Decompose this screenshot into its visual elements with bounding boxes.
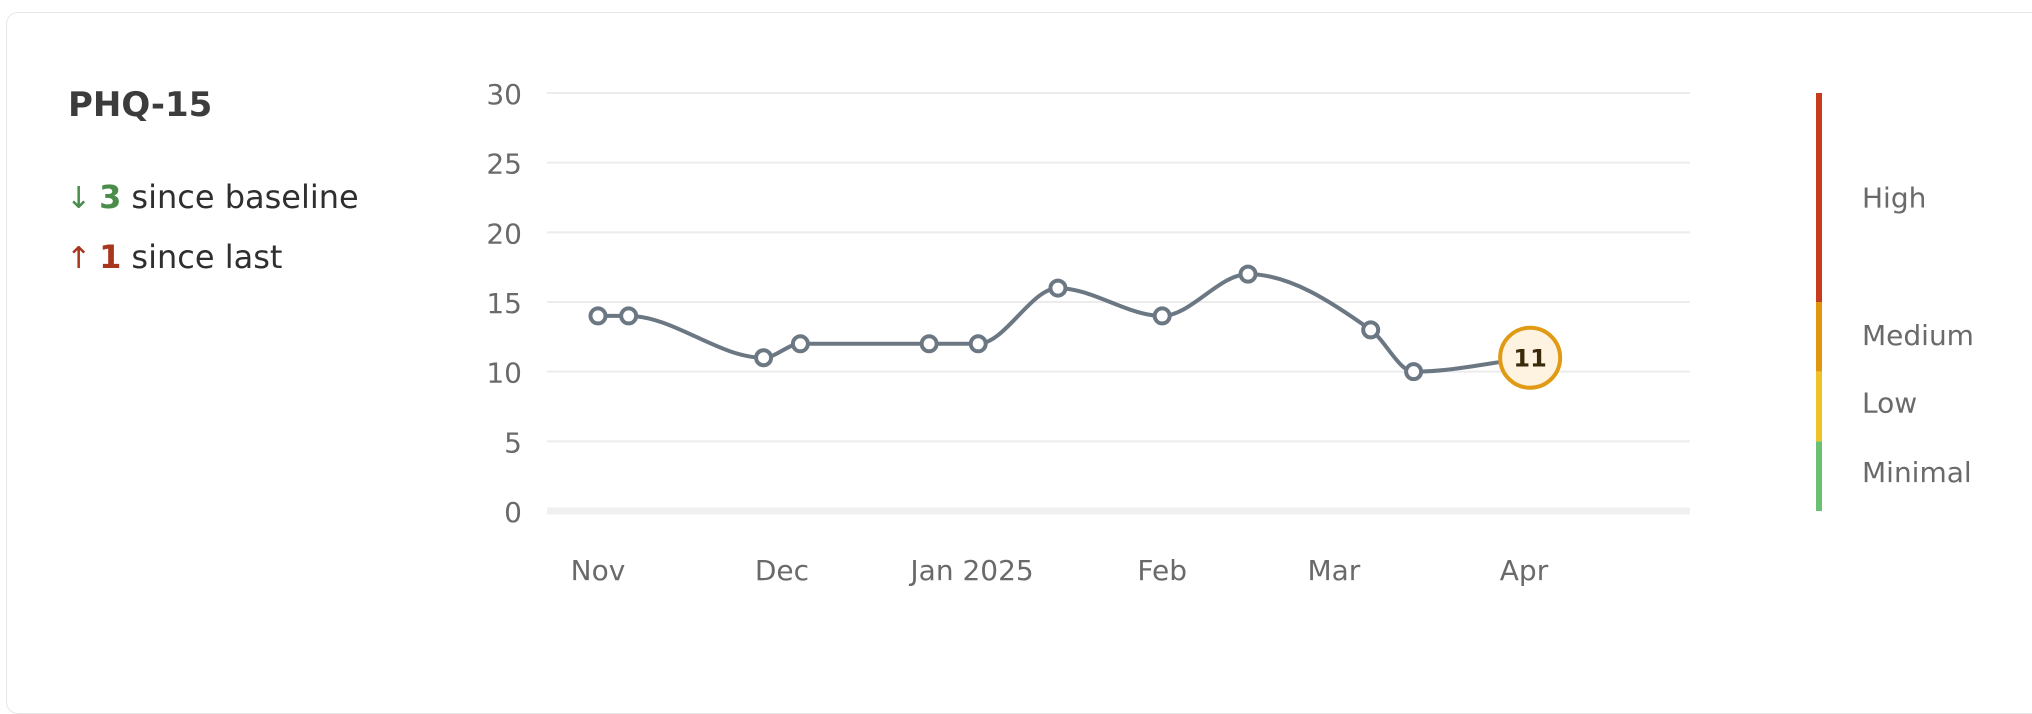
score-point xyxy=(1238,264,1258,284)
x-tick-label: Mar xyxy=(1307,554,1360,587)
score-point xyxy=(1404,362,1424,382)
severity-label-medium: Medium xyxy=(1862,319,1974,352)
latest-score-label: 11 xyxy=(1513,345,1546,373)
y-tick-label: 25 xyxy=(486,148,522,181)
score-point xyxy=(1361,320,1381,340)
y-tick-label: 15 xyxy=(486,287,522,320)
score-series: 11 xyxy=(588,264,1563,390)
since-last-label: since last xyxy=(131,238,283,276)
y-tick-label: 30 xyxy=(486,78,522,111)
severity-band-low xyxy=(1816,371,1822,442)
since-last-delta: ↑ 1 since last xyxy=(66,238,282,276)
severity-band-minimal xyxy=(1816,441,1822,511)
y-tick-label: 5 xyxy=(504,426,522,459)
since-last-value: 1 xyxy=(99,238,122,276)
score-point xyxy=(1152,306,1172,326)
x-tick-label: Feb xyxy=(1137,554,1187,587)
score-point xyxy=(919,334,939,354)
grid-lines xyxy=(547,92,1690,515)
x-axis-ticks: Nov Dec Jan 2025 Feb Mar Apr xyxy=(571,554,1549,587)
since-baseline-value: 3 xyxy=(99,178,122,216)
y-tick-label: 0 xyxy=(504,496,522,529)
severity-band-high xyxy=(1816,93,1822,302)
score-point xyxy=(754,348,774,368)
severity-label-high: High xyxy=(1862,182,1926,215)
y-axis-ticks: 30 25 20 15 10 5 0 xyxy=(486,78,522,529)
severity-label-minimal: Minimal xyxy=(1862,456,1972,489)
score-point xyxy=(790,334,810,354)
score-point xyxy=(619,306,639,326)
score-point xyxy=(588,306,608,326)
arrow-up-icon: ↑ xyxy=(66,241,92,276)
y-tick-label: 20 xyxy=(486,217,522,250)
score-point xyxy=(968,334,988,354)
latest-score-marker xyxy=(1498,325,1563,390)
arrow-down-icon: ↓ xyxy=(66,181,92,216)
x-tick-label: Apr xyxy=(1500,554,1549,587)
since-baseline-label: since baseline xyxy=(131,178,359,216)
score-point xyxy=(1048,278,1068,298)
measure-title: PHQ-15 xyxy=(68,85,213,125)
x-tick-label: Dec xyxy=(755,554,809,587)
severity-scale: High Medium Low Minimal xyxy=(1816,93,1974,511)
severity-label-low: Low xyxy=(1862,387,1917,420)
x-tick-label: Nov xyxy=(571,554,626,587)
score-card xyxy=(6,12,2032,714)
x-tick-label: Jan 2025 xyxy=(908,554,1033,587)
y-tick-label: 10 xyxy=(486,357,522,390)
since-baseline-delta: ↓ 3 since baseline xyxy=(66,178,359,216)
severity-band-medium xyxy=(1816,302,1822,372)
